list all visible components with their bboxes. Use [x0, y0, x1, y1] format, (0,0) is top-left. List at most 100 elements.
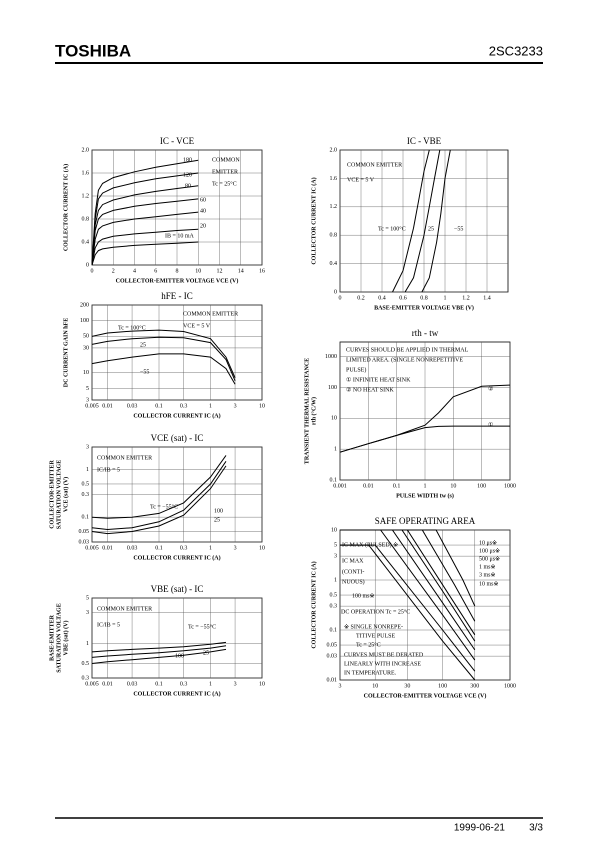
- chart-title: IC - VBE: [407, 136, 442, 146]
- curve-label: 100: [214, 508, 223, 514]
- annotation: LIMITED AREA. (SINGLE NONREPETITIVE: [346, 356, 463, 363]
- annotation: Tc = 25°C: [212, 180, 237, 187]
- x-tick-label: 0.3: [180, 545, 188, 551]
- curve: [91, 159, 199, 266]
- x-axis-label: COLLECTOR CURRENT IC (A): [133, 554, 220, 561]
- curve: [91, 461, 227, 531]
- x-axis-label: COLLECTOR CURRENT IC (A): [133, 690, 220, 697]
- annotation: COMMON: [212, 157, 240, 163]
- curve: [91, 185, 199, 266]
- curve: [91, 172, 199, 266]
- x-tick-label: 0.8: [420, 295, 428, 301]
- curve: [91, 465, 227, 535]
- x-tick-label: 0.01: [102, 681, 113, 687]
- y-tick-label: 0.8: [330, 233, 338, 239]
- x-tick-label: 1000: [504, 683, 516, 689]
- y-axis-label: COLLECTOR-EMITTER: [49, 460, 55, 529]
- y-tick-label: 100: [80, 318, 89, 324]
- annotation: ② NO HEAT SINK: [346, 386, 394, 393]
- curve-label: 3 ms※: [479, 571, 496, 578]
- x-tick-label: 12: [217, 268, 223, 274]
- y-tick-label: 0.05: [79, 529, 90, 535]
- curve: [340, 529, 476, 661]
- x-tick-label: 0.005: [85, 681, 99, 687]
- curve: [91, 228, 199, 266]
- annotation: LINEARLY WITH INCREASE: [344, 661, 421, 667]
- y-tick-label: 0.03: [327, 654, 338, 660]
- x-tick-label: 30: [404, 683, 410, 689]
- annotation: CURVES SHOULD BE APPLIED IN THERMAL: [346, 347, 469, 353]
- chart-title: IC - VCE: [160, 136, 195, 146]
- annotation: TITIVE PULSE: [356, 633, 395, 639]
- y-tick-label: 1: [86, 641, 89, 647]
- curve-label: Tc = 100°C: [378, 225, 406, 232]
- curve-label: 120: [183, 172, 192, 178]
- y-axis-label: SATURATION VOLTAGE: [56, 460, 62, 529]
- curve-label: Tc = 100°C: [118, 324, 146, 331]
- annotation: COMMON EMITTER: [97, 606, 152, 612]
- x-tick-label: 100: [438, 683, 447, 689]
- y-tick-label: 0.1: [82, 515, 90, 521]
- x-tick-label: 0.1: [393, 483, 401, 489]
- curve-label: 25: [140, 342, 146, 348]
- y-tick-label: 3: [86, 610, 89, 616]
- x-tick-label: 1.4: [483, 295, 491, 301]
- annotation: Tc = 25°C: [356, 641, 381, 648]
- y-tick-label: 3: [334, 554, 337, 560]
- curve: [91, 241, 199, 266]
- x-tick-label: 14: [238, 268, 244, 274]
- annotation: IN TEMPERATURE.: [344, 670, 397, 676]
- x-axis-label: COLLECTOR-EMITTER VOLTAGE VCE (V): [116, 277, 239, 284]
- x-tick-label: 0.3: [180, 681, 188, 687]
- x-axis-label: COLLECTOR-EMITTER VOLTAGE VCE (V): [364, 692, 487, 699]
- y-axis-label: TRANSIENT THERMAL RESISTANCE: [304, 358, 310, 464]
- curve: [91, 648, 227, 664]
- chart-title: SAFE OPERATING AREA: [375, 516, 476, 526]
- x-tick-label: 1: [209, 681, 212, 687]
- x-tick-label: 0.03: [127, 545, 138, 551]
- y-tick-label: 2.0: [330, 147, 338, 153]
- annotation: COMMON EMITTER: [97, 455, 152, 461]
- x-tick-label: 0.2: [357, 295, 365, 301]
- annotation: ※ SINGLE NONREPE-: [344, 623, 403, 630]
- curve: [340, 544, 476, 681]
- annotation: VCE = 5 V: [183, 323, 211, 329]
- y-tick-label: 0.3: [82, 675, 90, 681]
- x-tick-label: 1: [209, 403, 212, 409]
- curve-label: ①: [488, 421, 493, 428]
- y-tick-label: 1: [334, 577, 337, 583]
- y-tick-label: 5: [86, 595, 89, 601]
- y-tick-label: 1.2: [82, 193, 90, 199]
- curve-label: 10 ms※: [479, 580, 499, 587]
- y-tick-label: 0.5: [82, 481, 90, 487]
- chart-title: hFE - IC: [161, 291, 193, 301]
- curve-label: 100: [175, 653, 184, 659]
- x-tick-label: 10: [259, 545, 265, 551]
- annotation: COMMON EMITTER: [183, 311, 238, 317]
- y-tick-label: 50: [83, 334, 89, 340]
- curve-label: IB = 10 mA: [165, 233, 195, 239]
- x-tick-label: 10: [259, 403, 265, 409]
- y-axis-label: VBE (sat) (V): [62, 621, 69, 656]
- plot-frame: [91, 304, 263, 401]
- annotation: IC/IB = 5: [97, 622, 120, 628]
- curve: [91, 329, 236, 379]
- curve-label: 180: [183, 157, 192, 163]
- x-tick-label: 0.6: [399, 295, 407, 301]
- y-tick-label: 0.4: [82, 239, 90, 245]
- x-tick-label: 1: [424, 483, 427, 489]
- y-axis-label: DC CURRENT GAIN hFE: [63, 318, 69, 387]
- x-tick-label: 0.03: [127, 403, 138, 409]
- x-tick-label: 0.1: [155, 545, 163, 551]
- y-axis-label: BASE-EMITTER: [49, 614, 55, 661]
- brand: TOSHIBA: [55, 41, 131, 60]
- x-tick-label: 3: [234, 681, 237, 687]
- x-tick-label: 3: [339, 683, 342, 689]
- footer-date: 1999-06-21: [454, 823, 506, 834]
- x-tick-label: 4: [133, 268, 136, 274]
- x-tick-label: 0.4: [378, 295, 386, 301]
- curve-label: −55: [140, 369, 149, 375]
- y-tick-label: 10: [331, 527, 337, 533]
- curve-label: ②: [488, 385, 493, 392]
- y-axis-label: SATURATION VOLTAGE: [56, 603, 62, 672]
